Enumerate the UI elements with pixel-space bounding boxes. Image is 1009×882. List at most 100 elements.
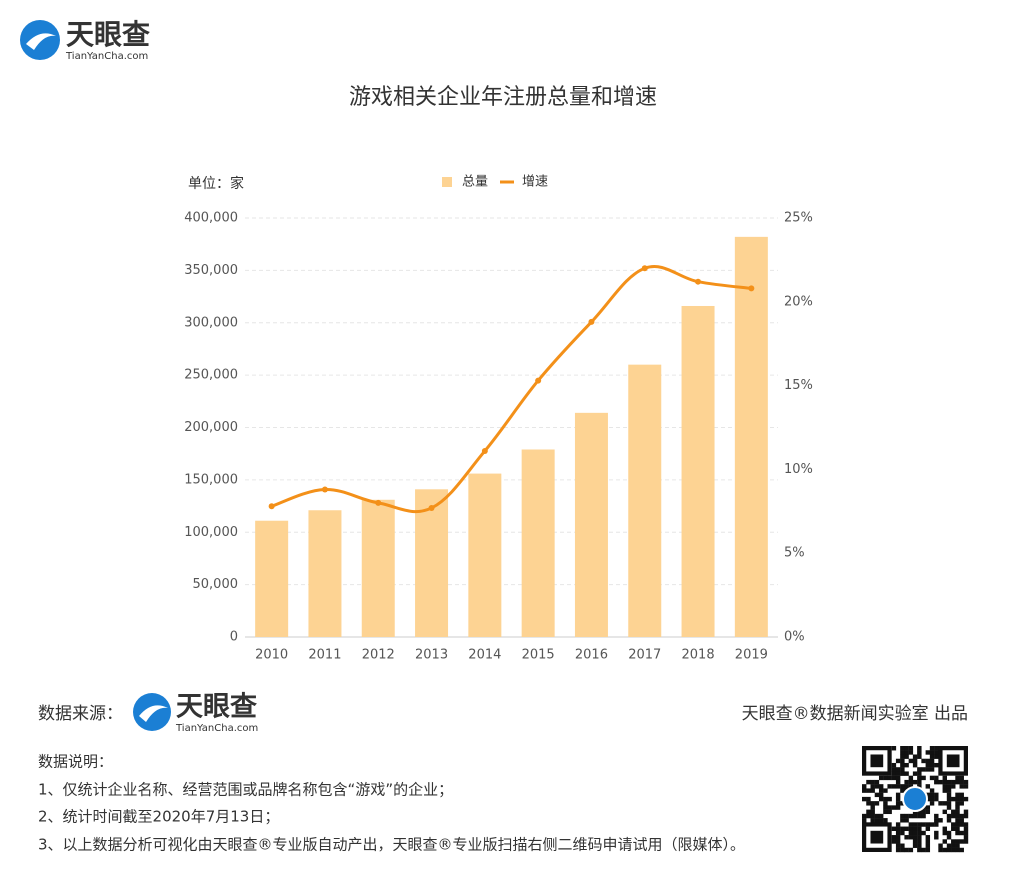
qr-cell: [895, 758, 901, 764]
line-point: [268, 503, 275, 510]
qr-cell: [951, 784, 956, 789]
qr-cell: [895, 843, 901, 848]
qr-cell: [900, 746, 905, 751]
qr-cell: [934, 750, 939, 755]
qr-cell: [912, 822, 918, 827]
unit-label: 单位：家: [188, 175, 244, 192]
bar: [361, 499, 395, 637]
qr-cell: [900, 813, 905, 819]
qr-cell: [900, 788, 905, 793]
source-logo: 天眼查 TianYanCha.com: [133, 692, 258, 734]
bar: [308, 510, 342, 637]
qr-cell: [900, 801, 905, 806]
qr-finder: [870, 754, 884, 768]
qr-cell: [866, 788, 871, 793]
qr-cell: [955, 779, 960, 785]
qr-cell: [891, 835, 897, 840]
qr-cell: [878, 775, 884, 781]
legend-label: 总量: [462, 175, 488, 190]
qr-cell: [878, 784, 884, 789]
qr-finder: [861, 745, 892, 776]
x-tick-label: 2017: [628, 648, 661, 663]
qr-finder: [870, 830, 884, 844]
qr-cell: [912, 758, 918, 764]
qr-cell: [959, 796, 964, 802]
qr-cell: [946, 847, 952, 853]
qr-cell: [942, 826, 947, 831]
qr-cell: [955, 805, 960, 810]
qr-cell: [925, 792, 931, 798]
qr-cell: [934, 813, 939, 819]
qr-cell: [912, 826, 918, 831]
qr-cell: [946, 784, 952, 789]
qr-cell: [925, 809, 931, 815]
qr-cell: [963, 835, 969, 840]
credit: 天眼查®数据新闻实验室 出品: [742, 704, 968, 724]
qr-cell: [934, 775, 939, 781]
qr-cell: [925, 843, 931, 848]
logo-swoosh: [139, 705, 168, 722]
y2-tick-label: 20%: [784, 294, 813, 309]
logo-url: TianYanCha.com: [175, 723, 258, 734]
qr-cell: [929, 801, 935, 806]
qr-cell: [895, 826, 901, 831]
qr-cell: [904, 813, 909, 819]
qr-cell: [921, 809, 926, 815]
qr-cell: [963, 784, 969, 789]
qr-cell: [921, 830, 926, 836]
qr-cell: [900, 771, 905, 776]
y2-tick-label: 25%: [784, 211, 813, 226]
qr-cell: [862, 796, 867, 802]
qr-cell: [883, 775, 888, 781]
qr-cell: [917, 771, 922, 776]
qr-cell: [866, 801, 871, 806]
qr-cell: [900, 754, 905, 759]
qr-cell: [951, 847, 956, 853]
qr-cell: [951, 843, 956, 848]
qr-cell: [946, 813, 952, 819]
qr-cell: [955, 847, 960, 853]
x-tick-label: 2016: [575, 648, 608, 663]
qr-cell: [946, 796, 952, 802]
logo-text: 天眼查: [66, 18, 150, 51]
line-point: [641, 265, 648, 272]
qr-cell: [942, 847, 947, 853]
qr-cell: [963, 813, 969, 819]
qr-cell: [904, 779, 909, 785]
y-tick-label: 300,000: [184, 315, 238, 330]
qr-cell: [870, 805, 875, 810]
qr-cell: [866, 813, 871, 819]
qr-cell: [951, 813, 956, 819]
qr-cell: [887, 796, 892, 802]
line-point: [588, 318, 595, 325]
qr-cell: [904, 771, 909, 776]
notes-title: 数据说明：: [38, 753, 113, 771]
qr-cell: [955, 801, 960, 806]
qr-cell: [908, 784, 914, 789]
qr-cell: [959, 801, 964, 806]
qr-finder: [938, 745, 969, 776]
bar: [468, 473, 502, 637]
qr-cell: [934, 818, 939, 823]
qr-cell: [925, 750, 931, 755]
qr-cell: [891, 839, 897, 844]
qr-cell: [866, 796, 871, 802]
qr-cell: [895, 796, 901, 802]
qr-cell: [929, 746, 935, 751]
qr-cell: [912, 813, 918, 819]
qr-cell: [891, 826, 897, 831]
qr-cell: [917, 847, 922, 853]
qr-cell: [874, 792, 880, 798]
qr-cell: [917, 830, 922, 836]
qr-cell: [912, 835, 918, 840]
qr-cell: [866, 809, 871, 815]
qr-cell: [917, 775, 922, 781]
legend: 总量 增速: [442, 175, 548, 190]
qr-cell: [917, 767, 922, 772]
y-tick-label: 200,000: [184, 420, 238, 435]
qr-cell: [904, 746, 909, 751]
qr-cell: [929, 754, 935, 759]
line-point: [428, 504, 435, 511]
qr-cell: [908, 830, 914, 836]
qr-cell: [900, 762, 905, 768]
